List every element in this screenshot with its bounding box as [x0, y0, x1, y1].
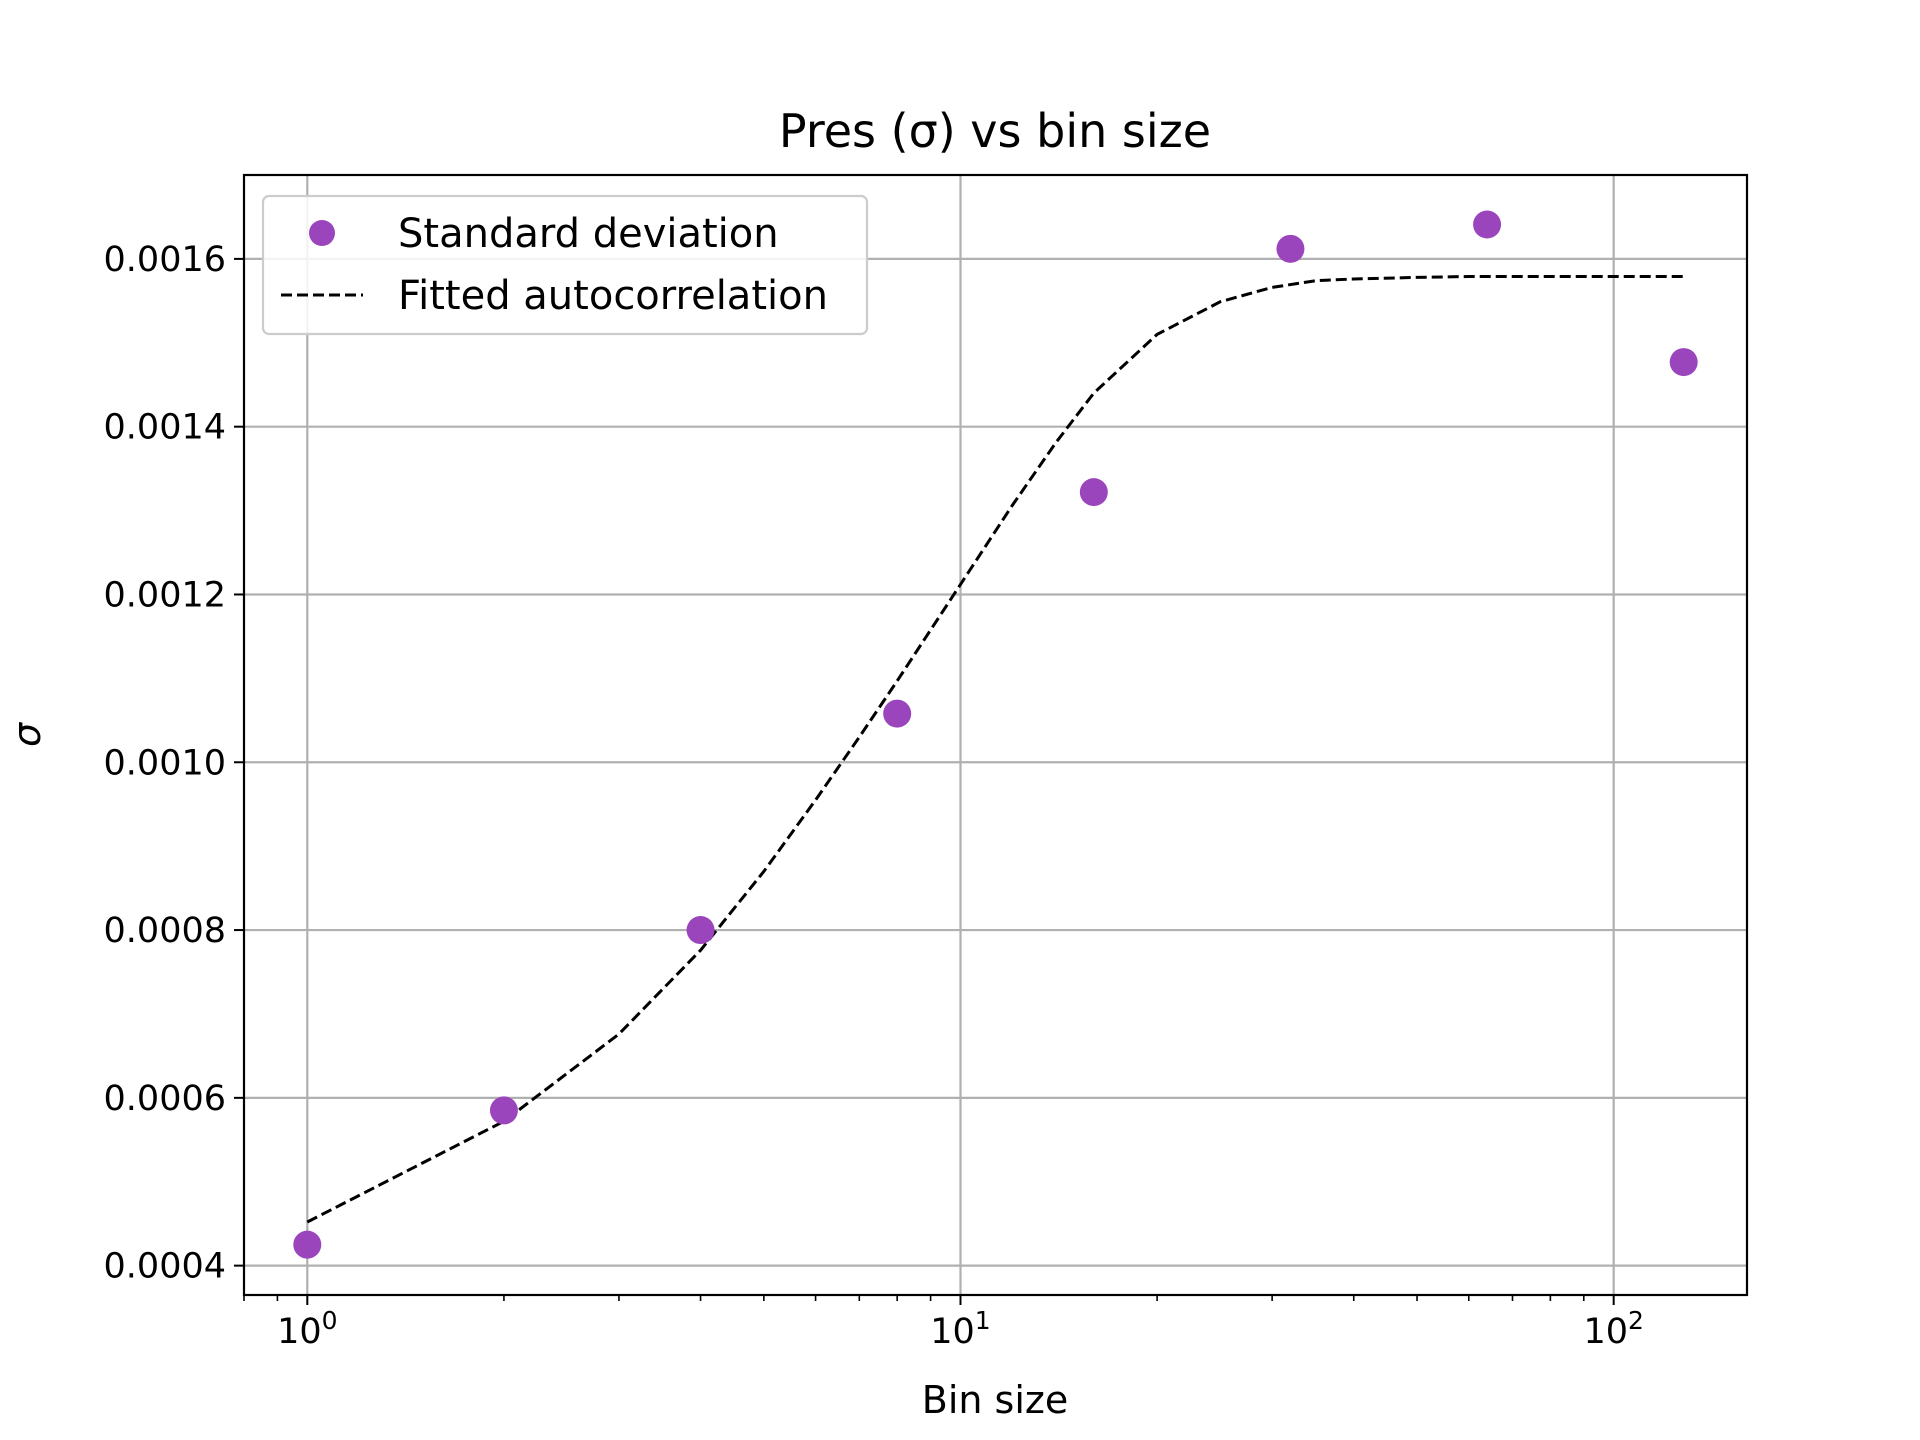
- fitted-autocorrelation-line: [306, 275, 1684, 1224]
- y-tick-label: 0.0014: [104, 408, 226, 448]
- data-point: [293, 1230, 322, 1259]
- legend-marker-standard-deviation: [309, 220, 335, 246]
- plot-frame: [242, 173, 1749, 1297]
- grid: [244, 175, 1747, 1295]
- scatter-points: [293, 210, 1698, 1259]
- y-tick-label: 0.0004: [104, 1247, 226, 1287]
- x-axis-title: Bin size: [922, 1378, 1068, 1422]
- legend-label-standard-deviation: Standard deviation: [398, 211, 779, 257]
- y-axis-title: σ: [5, 721, 49, 747]
- legend-label-fitted-autocorrelation: Fitted autocorrelation: [398, 273, 828, 319]
- y-tick-label: 0.0016: [104, 240, 226, 280]
- y-tick-label: 0.0010: [104, 743, 226, 783]
- y-tick-label: 0.0008: [104, 911, 226, 951]
- fit-line-layer: [306, 275, 1684, 1224]
- data-point: [1276, 234, 1305, 263]
- data-point: [489, 1096, 518, 1125]
- data-point: [883, 699, 912, 728]
- legend-box: [261, 194, 869, 336]
- axis-ticks: 0.0004 0.0006 0.0008 0.0010 0.0012 0.0014 0.00…: [104, 240, 1644, 1352]
- data-point: [686, 916, 715, 945]
- data-point: [1473, 210, 1502, 239]
- legend: Standard deviation Fitted autocorrelatio…: [261, 194, 869, 336]
- data-point: [1669, 348, 1698, 377]
- y-tick-label: 0.0006: [104, 1079, 226, 1119]
- chart-title: Pres (σ) vs bin size: [779, 104, 1211, 158]
- data-point: [1079, 478, 1108, 507]
- y-tick-label: 0.0012: [104, 575, 226, 615]
